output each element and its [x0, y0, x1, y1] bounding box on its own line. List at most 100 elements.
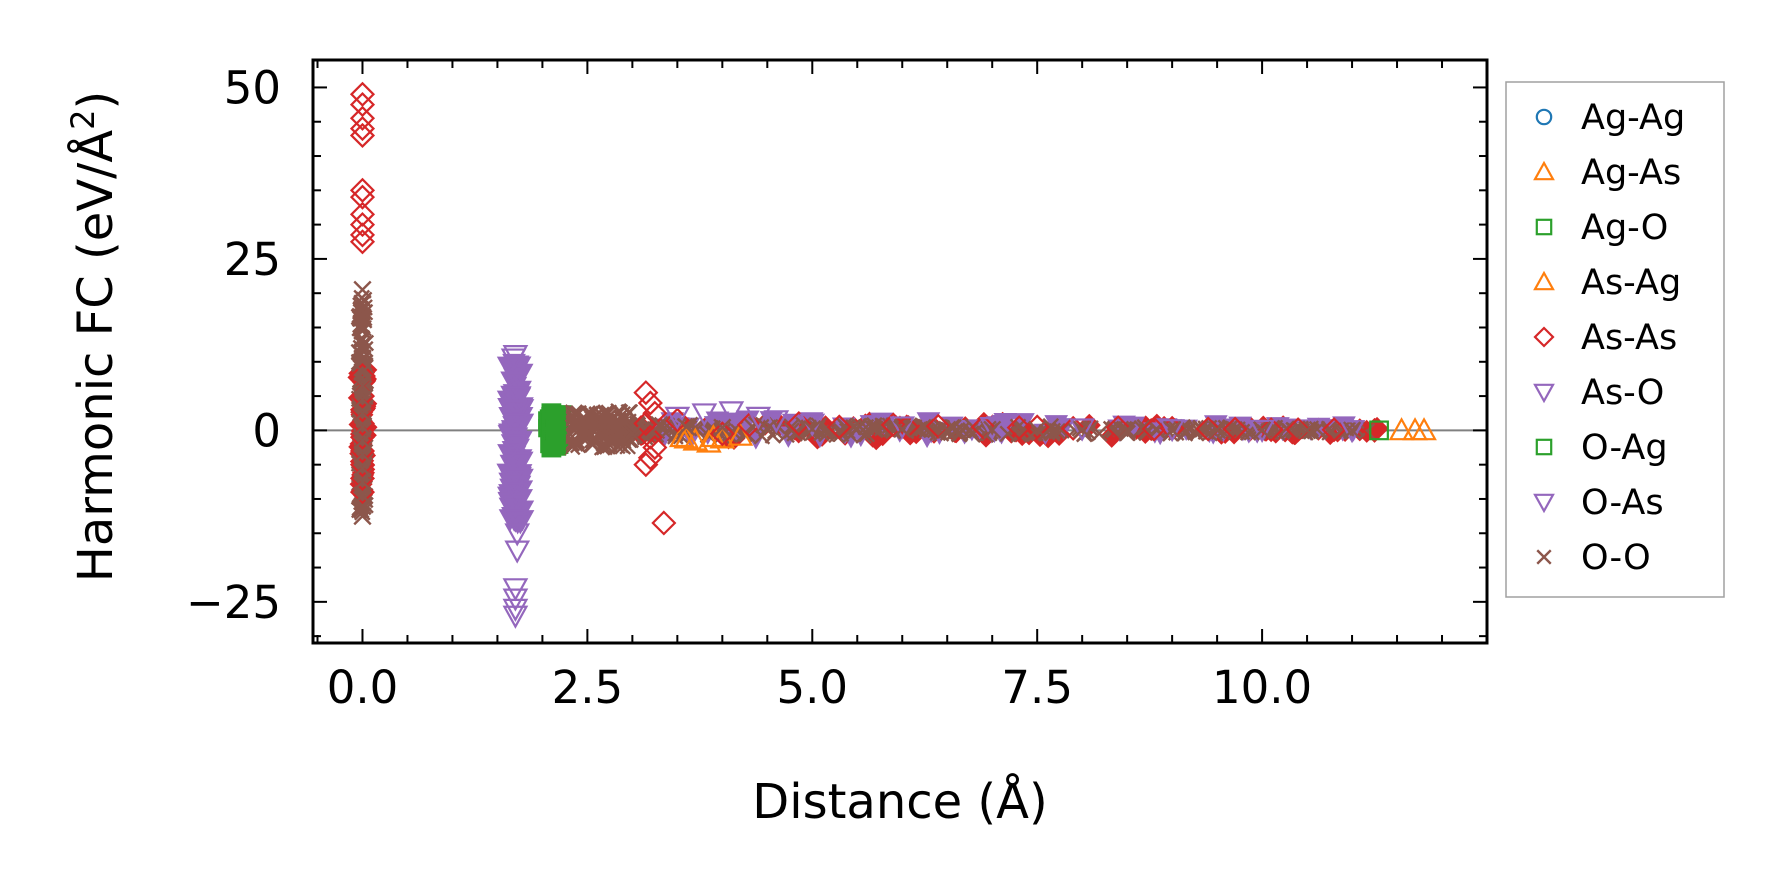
legend-marker-ag-o [1535, 218, 1553, 236]
series-o-as [500, 348, 527, 499]
point-o-o [893, 419, 912, 439]
series-as-ag [673, 417, 1428, 449]
point-o-o [1038, 423, 1056, 441]
point-as-as [1060, 415, 1086, 441]
point-as-as [1141, 416, 1167, 442]
point-as-as [826, 414, 852, 440]
point-as-o [1069, 418, 1096, 442]
point-as-o [502, 413, 529, 437]
point-as-o [502, 372, 529, 396]
point-as-o [718, 401, 745, 425]
point-o-o [587, 410, 606, 430]
point-o-o [1253, 421, 1272, 440]
point-as-as [349, 184, 376, 210]
point-o-o [353, 349, 372, 368]
point-o-o [614, 410, 633, 430]
y-tick-label: 50 [224, 61, 281, 114]
point-as-o [1339, 420, 1365, 444]
point-as-o [664, 406, 691, 430]
point-as-o [889, 416, 916, 440]
point-ag-as [1388, 417, 1415, 441]
point-as-o [502, 399, 529, 424]
point-o-as [500, 348, 527, 372]
point-as-o [502, 427, 529, 451]
x-tick-label: 2.5 [552, 661, 624, 714]
y-axis-label-close: ) [68, 91, 124, 110]
point-o-o [677, 417, 696, 437]
series-ag-o [541, 403, 566, 458]
point-as-as [349, 105, 376, 131]
point-as-o [745, 406, 772, 430]
point-as-as [1361, 417, 1388, 443]
legend-label-as-o: As-O [1581, 373, 1664, 413]
point-as-as [1105, 415, 1131, 441]
point-o-o [353, 390, 372, 409]
legend-label-ag-as: Ag-As [1581, 153, 1681, 193]
point-as-as [786, 410, 812, 437]
point-as-as [1006, 415, 1032, 441]
point-as-as [637, 445, 663, 471]
point-o-o [353, 445, 372, 464]
legend-marker-as-ag [1533, 270, 1555, 291]
point-o-o [713, 418, 732, 437]
legend-label-o-ag: O-Ag [1581, 428, 1668, 468]
point-o-o [623, 424, 642, 443]
x-tick-label: 0.0 [327, 661, 399, 714]
point-o-o [353, 472, 372, 491]
x-tick-label: 7.5 [1001, 661, 1073, 714]
point-o-o [1118, 420, 1137, 440]
point-as-as [1285, 417, 1311, 443]
point-o-ag [1369, 420, 1389, 441]
point-as-o [1159, 419, 1186, 443]
point-as-o [502, 495, 529, 520]
point-o-o [803, 419, 822, 439]
point-ag-o [545, 434, 566, 454]
point-o-o [578, 424, 597, 443]
point-o-o [606, 423, 624, 440]
band-o-o [625, 415, 1376, 446]
point-o-o [1118, 424, 1136, 442]
legend-marker-o-as [1533, 493, 1555, 514]
point-o-o [353, 321, 372, 341]
point-as-as [349, 81, 376, 107]
legend-label-as-ag: As-Ag [1581, 263, 1681, 303]
point-as-as [642, 434, 668, 461]
point-as-as [349, 116, 376, 142]
point-o-o [1297, 421, 1317, 440]
legend-marker-ag-ag [1535, 108, 1553, 126]
y-axis-label-superscript: 2 [64, 109, 102, 129]
point-as-as [1321, 417, 1347, 443]
point-as-o [504, 523, 531, 547]
point-as-as [651, 510, 677, 536]
point-o-o [1342, 421, 1362, 440]
point-ag-as [668, 423, 695, 448]
legend: Ag-Ag Ag-As Ag-O As-Ag As-As As-O O-Ag O-As O-O [1505, 81, 1725, 598]
legend-label-as-as: As-As [1581, 318, 1677, 358]
point-as-o [1249, 419, 1275, 443]
point-as-o [502, 454, 529, 478]
legend-marker-as-as [1533, 326, 1555, 348]
x-tick-label: 10.0 [1212, 661, 1312, 714]
point-o-o [353, 294, 372, 313]
y-tick-label: 0 [252, 404, 281, 457]
data-layer [313, 81, 1487, 629]
point-o-o [605, 417, 624, 437]
point-o-o [832, 425, 850, 443]
point-as-o [502, 358, 529, 382]
legend-marker-as-o [1533, 383, 1555, 404]
point-o-as [500, 475, 527, 499]
point-o-o [938, 420, 957, 439]
point-as-as [894, 414, 920, 440]
point-o-o [1028, 420, 1047, 439]
point-o-o [353, 376, 372, 395]
point-as-ag [1402, 417, 1428, 441]
point-as-o [763, 410, 790, 434]
point-as-as [1258, 417, 1284, 443]
point-o-o [999, 425, 1017, 443]
point-as-as [349, 92, 376, 118]
point-as-o [691, 403, 718, 427]
point-o-o [353, 404, 372, 423]
point-o-o [353, 362, 372, 382]
point-o-o [848, 419, 867, 439]
